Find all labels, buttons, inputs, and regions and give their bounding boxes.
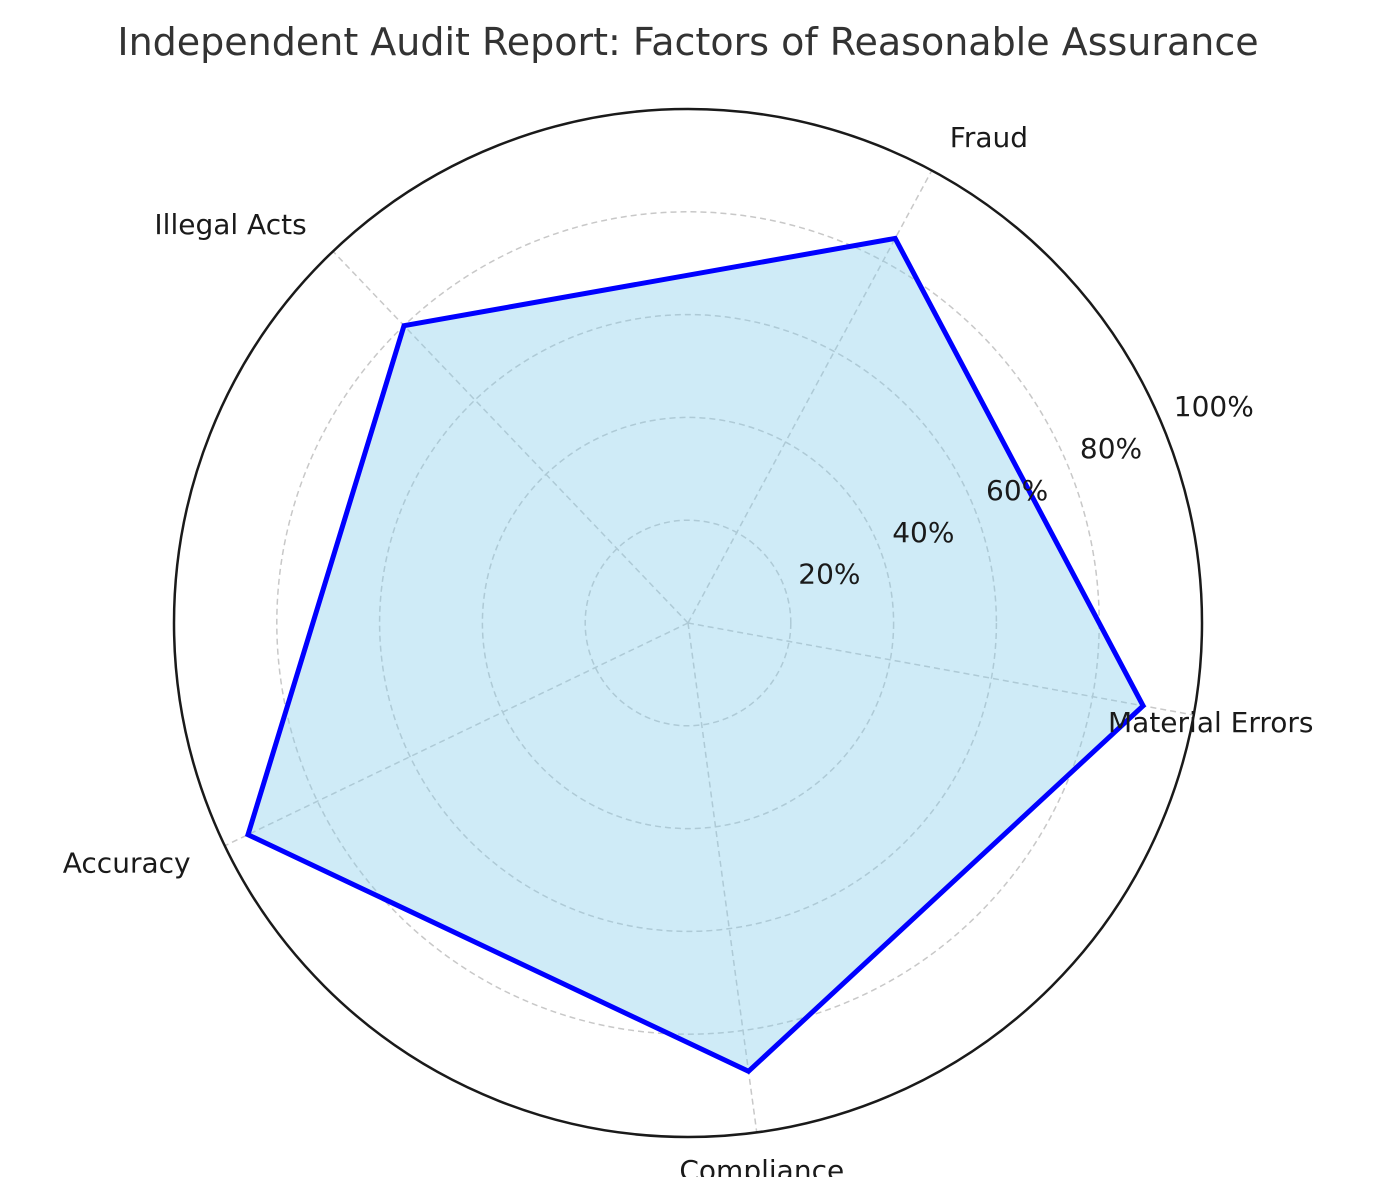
radar-series	[244, 235, 1147, 1075]
series-line	[244, 235, 1147, 1075]
axis-label-accuracy: Accuracy	[63, 846, 191, 879]
radar-labels: 20% 40% 60% 80% 100% Material Errors Fraud Ille…	[63, 121, 1314, 1177]
spoke-2	[687, 170, 933, 624]
r-tick-label-40: 40%	[892, 516, 954, 549]
grid-ring-20	[584, 519, 792, 727]
chart-title: Independent Audit Report: Factors of Rea…	[117, 20, 1258, 64]
radar-grid	[172, 107, 1204, 1139]
spoke-5	[687, 622, 758, 1133]
r-tick-label-100: 100%	[1174, 390, 1254, 423]
spoke-1	[687, 622, 1194, 716]
axis-label-compliance: Compliance	[679, 1154, 844, 1177]
grid-ring-40	[481, 416, 895, 830]
r-tick-label-80: 80%	[1080, 432, 1142, 465]
axis-label-illegal-acts: Illegal Acts	[154, 208, 306, 241]
axis-label-material-errors: Material Errors	[1108, 706, 1314, 739]
axis-label-fraud: Fraud	[950, 121, 1028, 154]
series-area	[248, 238, 1144, 1072]
r-tick-label-20: 20%	[798, 558, 860, 591]
r-tick-label-60: 60%	[986, 474, 1048, 507]
spoke-3	[332, 250, 689, 624]
grid-ring-60	[378, 313, 998, 933]
spoke-4	[224, 622, 689, 847]
outer-ring	[172, 107, 1204, 1139]
